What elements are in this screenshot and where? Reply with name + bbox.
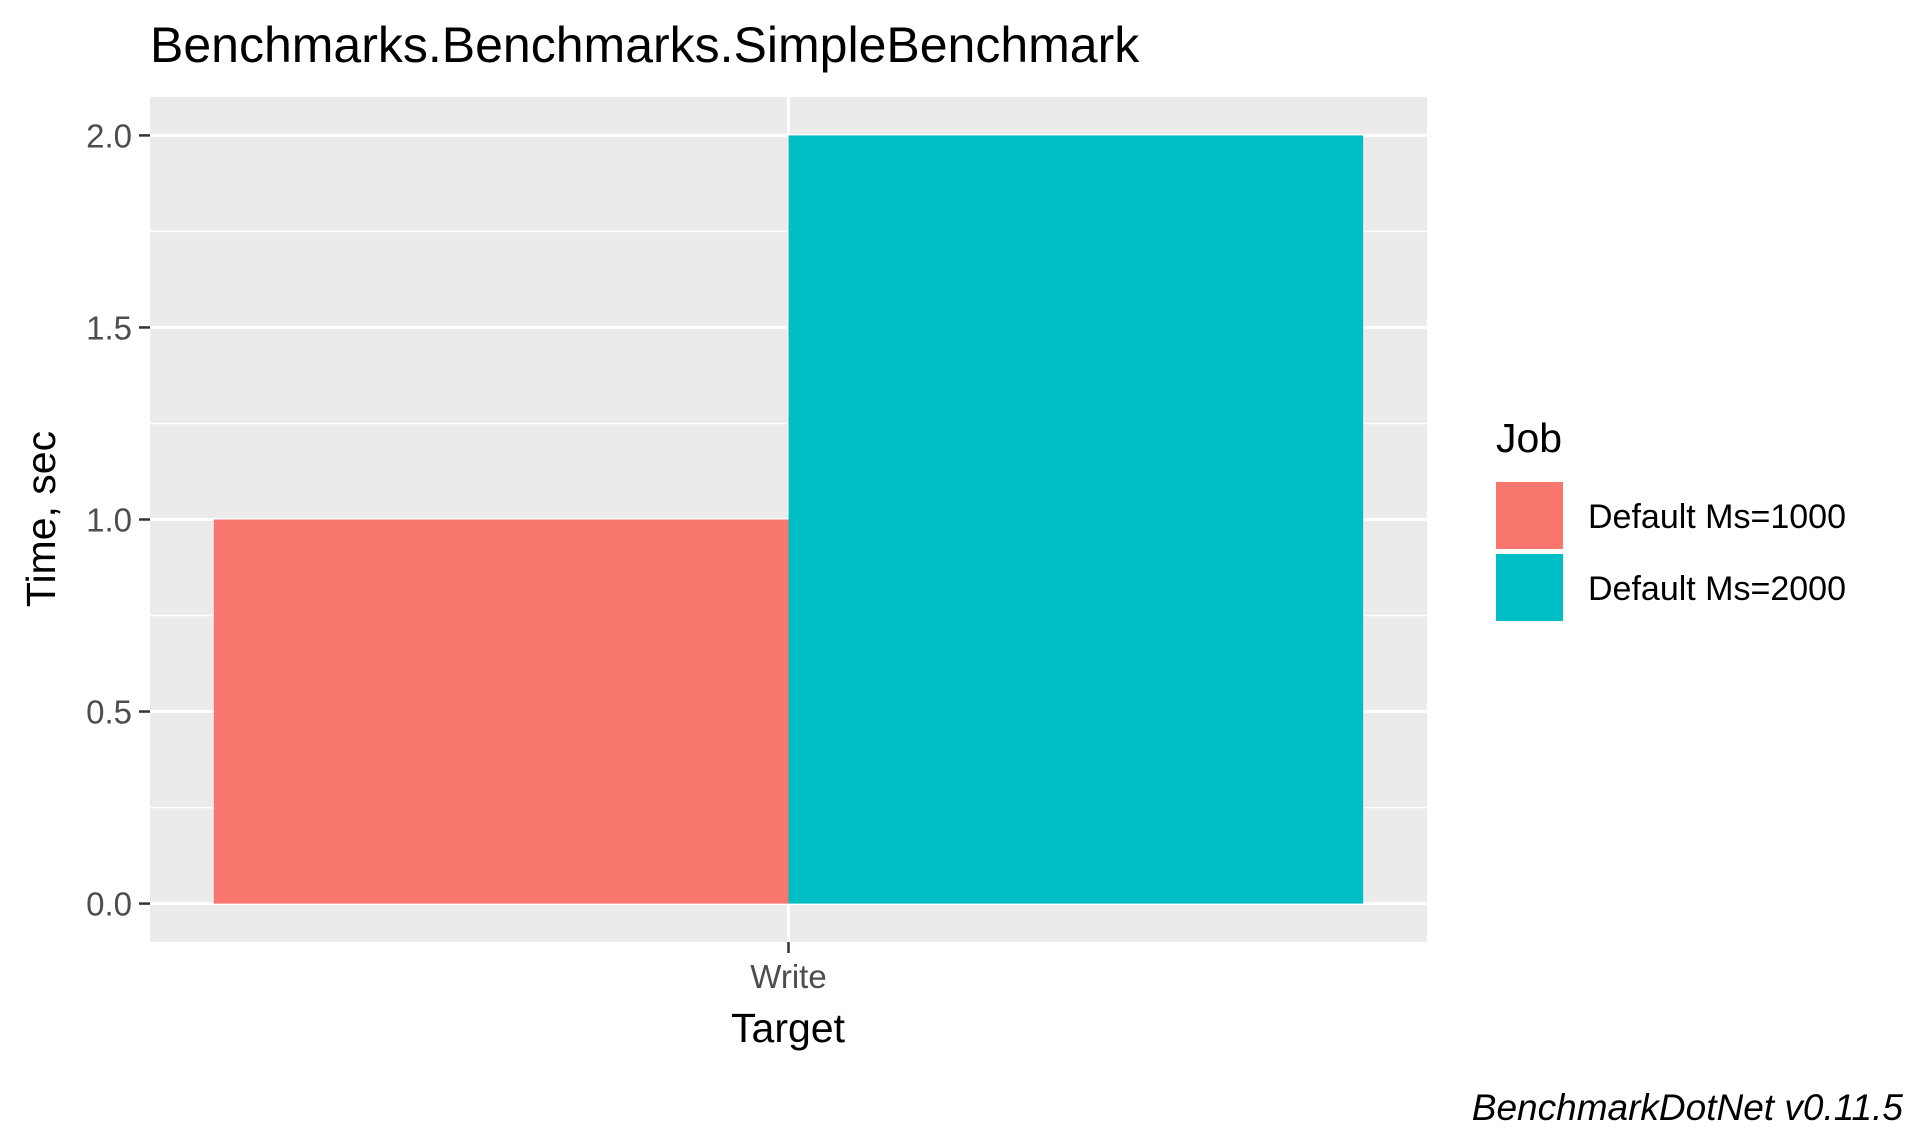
x-axis: Write bbox=[750, 942, 827, 995]
y-tick-label: 1.0 bbox=[86, 502, 132, 539]
bar-1 bbox=[213, 519, 789, 904]
legend-key-2 bbox=[1496, 554, 1563, 621]
chart-title: Benchmarks.Benchmarks.SimpleBenchmark bbox=[150, 17, 1140, 73]
x-tick-label: Write bbox=[750, 958, 826, 995]
y-tick-label: 2.0 bbox=[86, 117, 132, 154]
y-axis-title: Time, sec bbox=[18, 431, 64, 607]
x-axis-title: Target bbox=[731, 1005, 846, 1051]
y-tick-label: 0.0 bbox=[86, 886, 132, 923]
y-tick-label: 0.5 bbox=[86, 694, 132, 731]
y-tick-label: 1.5 bbox=[86, 309, 132, 346]
y-axis: 0.0 0.5 1.0 1.5 2.0 bbox=[86, 117, 150, 923]
legend-key-1 bbox=[1496, 482, 1563, 549]
chart-caption: BenchmarkDotNet v0.11.5 bbox=[1472, 1087, 1904, 1128]
bar-2 bbox=[788, 135, 1364, 904]
legend: Job Default Ms=1000 Default Ms=2000 bbox=[1496, 415, 1846, 621]
legend-label-1: Default Ms=1000 bbox=[1588, 498, 1846, 536]
legend-title: Job bbox=[1496, 415, 1562, 461]
legend-label-2: Default Ms=2000 bbox=[1588, 570, 1846, 608]
bars bbox=[213, 135, 1364, 904]
